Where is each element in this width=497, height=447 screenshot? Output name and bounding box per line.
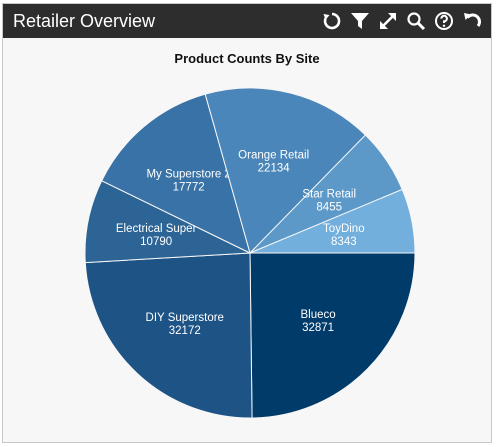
pie-slice-label: Electrical Super <box>116 223 197 235</box>
undo-icon[interactable] <box>461 10 483 32</box>
pie-slice-value: 8343 <box>331 236 357 248</box>
pie-slice-value: 8455 <box>316 201 342 213</box>
pie-slice-my-superstore-2[interactable] <box>101 93 251 254</box>
pie-slice-blueco[interactable] <box>249 252 416 419</box>
retailer-overview-panel: Retailer Overview Blueco 32871 DIY Superst… <box>2 3 492 443</box>
pie-slice-label: Star Retail <box>302 188 356 200</box>
pie-slice-label: Orange Retail <box>238 149 309 161</box>
help-icon[interactable] <box>433 10 455 32</box>
refresh-icon[interactable] <box>321 10 343 32</box>
pie-slice-diy-superstore[interactable] <box>84 252 253 419</box>
pie-slice-orange-retail[interactable] <box>204 87 367 254</box>
panel-title: Retailer Overview <box>13 11 156 31</box>
pie-slice-label: ToyDino <box>323 223 365 235</box>
pie-slice-label: DIY Superstore <box>146 312 224 324</box>
panel-header: Retailer Overview <box>3 4 491 38</box>
pie-slice-toydino[interactable] <box>249 188 416 254</box>
chart-area: Blueco 32871 DIY Superstore 32172 Electrical… <box>3 38 491 442</box>
pie-slice-value: 17772 <box>173 182 205 194</box>
pie-slice-value: 32871 <box>302 322 334 334</box>
filter-icon[interactable] <box>349 10 371 32</box>
pie-slice-label: Blueco <box>301 309 336 321</box>
expand-icon[interactable] <box>377 10 399 32</box>
pie-slice-value: 22134 <box>258 162 291 174</box>
pie-slice-value: 10790 <box>140 236 172 248</box>
search-icon[interactable] <box>405 10 427 32</box>
chart-title: Product Counts By Site <box>174 51 320 66</box>
panel-toolbar <box>321 10 483 32</box>
pie-slice-label: My Superstore 2 <box>146 169 230 181</box>
pie-slice-value: 32172 <box>169 325 201 337</box>
